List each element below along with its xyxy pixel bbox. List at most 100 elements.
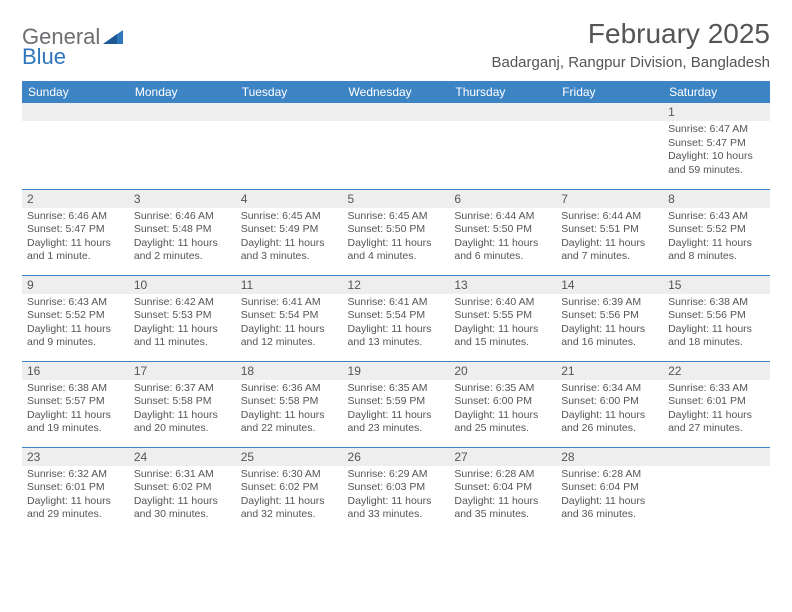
calendar-cell: 1Sunrise: 6:47 AMSunset: 5:47 PMDaylight… <box>663 103 770 189</box>
day-number <box>663 448 770 466</box>
day-number: 27 <box>449 448 556 466</box>
calendar-cell: 2Sunrise: 6:46 AMSunset: 5:47 PMDaylight… <box>22 189 129 275</box>
day-header: Thursday <box>449 81 556 103</box>
calendar-cell: 8Sunrise: 6:43 AMSunset: 5:52 PMDaylight… <box>663 189 770 275</box>
day-content <box>343 121 450 127</box>
day-content: Sunrise: 6:39 AMSunset: 5:56 PMDaylight:… <box>556 294 663 355</box>
day-content <box>449 121 556 127</box>
day-number <box>343 103 450 121</box>
calendar-cell: 11Sunrise: 6:41 AMSunset: 5:54 PMDayligh… <box>236 275 343 361</box>
day-header-row: Sunday Monday Tuesday Wednesday Thursday… <box>22 81 770 103</box>
day-number: 13 <box>449 276 556 294</box>
day-number: 28 <box>556 448 663 466</box>
day-number: 10 <box>129 276 236 294</box>
day-content: Sunrise: 6:45 AMSunset: 5:49 PMDaylight:… <box>236 208 343 269</box>
day-number <box>556 103 663 121</box>
calendar-cell <box>556 103 663 189</box>
day-content <box>663 466 770 472</box>
calendar-cell <box>236 103 343 189</box>
calendar-table: Sunday Monday Tuesday Wednesday Thursday… <box>22 81 770 533</box>
calendar-cell <box>129 103 236 189</box>
day-content: Sunrise: 6:38 AMSunset: 5:57 PMDaylight:… <box>22 380 129 441</box>
day-content: Sunrise: 6:38 AMSunset: 5:56 PMDaylight:… <box>663 294 770 355</box>
day-header: Saturday <box>663 81 770 103</box>
day-content: Sunrise: 6:37 AMSunset: 5:58 PMDaylight:… <box>129 380 236 441</box>
day-number: 8 <box>663 190 770 208</box>
day-header: Monday <box>129 81 236 103</box>
day-number: 19 <box>343 362 450 380</box>
calendar-cell: 24Sunrise: 6:31 AMSunset: 6:02 PMDayligh… <box>129 447 236 533</box>
day-content: Sunrise: 6:28 AMSunset: 6:04 PMDaylight:… <box>449 466 556 527</box>
day-content: Sunrise: 6:34 AMSunset: 6:00 PMDaylight:… <box>556 380 663 441</box>
day-content: Sunrise: 6:44 AMSunset: 5:51 PMDaylight:… <box>556 208 663 269</box>
calendar-head: Sunday Monday Tuesday Wednesday Thursday… <box>22 81 770 103</box>
calendar-row: 16Sunrise: 6:38 AMSunset: 5:57 PMDayligh… <box>22 361 770 447</box>
day-number: 6 <box>449 190 556 208</box>
day-number: 1 <box>663 103 770 121</box>
day-number: 11 <box>236 276 343 294</box>
calendar-cell: 23Sunrise: 6:32 AMSunset: 6:01 PMDayligh… <box>22 447 129 533</box>
day-number <box>22 103 129 121</box>
day-number: 22 <box>663 362 770 380</box>
calendar-row: 2Sunrise: 6:46 AMSunset: 5:47 PMDaylight… <box>22 189 770 275</box>
calendar-cell: 6Sunrise: 6:44 AMSunset: 5:50 PMDaylight… <box>449 189 556 275</box>
calendar-row: 1Sunrise: 6:47 AMSunset: 5:47 PMDaylight… <box>22 103 770 189</box>
day-number: 15 <box>663 276 770 294</box>
day-number: 23 <box>22 448 129 466</box>
day-header: Sunday <box>22 81 129 103</box>
calendar-cell: 12Sunrise: 6:41 AMSunset: 5:54 PMDayligh… <box>343 275 450 361</box>
day-content: Sunrise: 6:35 AMSunset: 6:00 PMDaylight:… <box>449 380 556 441</box>
day-content: Sunrise: 6:43 AMSunset: 5:52 PMDaylight:… <box>663 208 770 269</box>
day-number: 14 <box>556 276 663 294</box>
calendar-cell: 25Sunrise: 6:30 AMSunset: 6:02 PMDayligh… <box>236 447 343 533</box>
day-number <box>236 103 343 121</box>
brand-word2-wrap: Blue <box>22 44 66 70</box>
day-number: 16 <box>22 362 129 380</box>
day-content: Sunrise: 6:30 AMSunset: 6:02 PMDaylight:… <box>236 466 343 527</box>
calendar-cell: 17Sunrise: 6:37 AMSunset: 5:58 PMDayligh… <box>129 361 236 447</box>
calendar-cell: 3Sunrise: 6:46 AMSunset: 5:48 PMDaylight… <box>129 189 236 275</box>
calendar-cell: 4Sunrise: 6:45 AMSunset: 5:49 PMDaylight… <box>236 189 343 275</box>
day-number: 5 <box>343 190 450 208</box>
day-content: Sunrise: 6:29 AMSunset: 6:03 PMDaylight:… <box>343 466 450 527</box>
logo-triangle-icon <box>103 30 123 44</box>
day-content: Sunrise: 6:42 AMSunset: 5:53 PMDaylight:… <box>129 294 236 355</box>
header-row: General February 2025 Badarganj, Rangpur… <box>22 18 770 71</box>
calendar-cell: 9Sunrise: 6:43 AMSunset: 5:52 PMDaylight… <box>22 275 129 361</box>
calendar-cell: 19Sunrise: 6:35 AMSunset: 5:59 PMDayligh… <box>343 361 450 447</box>
day-content: Sunrise: 6:33 AMSunset: 6:01 PMDaylight:… <box>663 380 770 441</box>
day-header: Wednesday <box>343 81 450 103</box>
day-number: 2 <box>22 190 129 208</box>
day-content <box>22 121 129 127</box>
day-number <box>449 103 556 121</box>
calendar-cell: 10Sunrise: 6:42 AMSunset: 5:53 PMDayligh… <box>129 275 236 361</box>
day-content: Sunrise: 6:45 AMSunset: 5:50 PMDaylight:… <box>343 208 450 269</box>
day-number: 12 <box>343 276 450 294</box>
day-content: Sunrise: 6:32 AMSunset: 6:01 PMDaylight:… <box>22 466 129 527</box>
day-number: 7 <box>556 190 663 208</box>
calendar-row: 23Sunrise: 6:32 AMSunset: 6:01 PMDayligh… <box>22 447 770 533</box>
day-number: 25 <box>236 448 343 466</box>
day-number: 24 <box>129 448 236 466</box>
calendar-cell <box>449 103 556 189</box>
day-header: Tuesday <box>236 81 343 103</box>
day-content <box>129 121 236 127</box>
day-number <box>129 103 236 121</box>
calendar-cell: 5Sunrise: 6:45 AMSunset: 5:50 PMDaylight… <box>343 189 450 275</box>
calendar-cell: 20Sunrise: 6:35 AMSunset: 6:00 PMDayligh… <box>449 361 556 447</box>
day-number: 3 <box>129 190 236 208</box>
month-title: February 2025 <box>491 18 770 50</box>
day-content: Sunrise: 6:36 AMSunset: 5:58 PMDaylight:… <box>236 380 343 441</box>
calendar-cell: 28Sunrise: 6:28 AMSunset: 6:04 PMDayligh… <box>556 447 663 533</box>
calendar-page: General February 2025 Badarganj, Rangpur… <box>0 0 792 533</box>
day-content <box>556 121 663 127</box>
day-content: Sunrise: 6:41 AMSunset: 5:54 PMDaylight:… <box>236 294 343 355</box>
calendar-cell: 27Sunrise: 6:28 AMSunset: 6:04 PMDayligh… <box>449 447 556 533</box>
title-block: February 2025 Badarganj, Rangpur Divisio… <box>491 18 770 71</box>
day-content <box>236 121 343 127</box>
calendar-body: 1Sunrise: 6:47 AMSunset: 5:47 PMDaylight… <box>22 103 770 533</box>
calendar-cell <box>22 103 129 189</box>
calendar-cell: 13Sunrise: 6:40 AMSunset: 5:55 PMDayligh… <box>449 275 556 361</box>
day-content: Sunrise: 6:44 AMSunset: 5:50 PMDaylight:… <box>449 208 556 269</box>
day-number: 21 <box>556 362 663 380</box>
